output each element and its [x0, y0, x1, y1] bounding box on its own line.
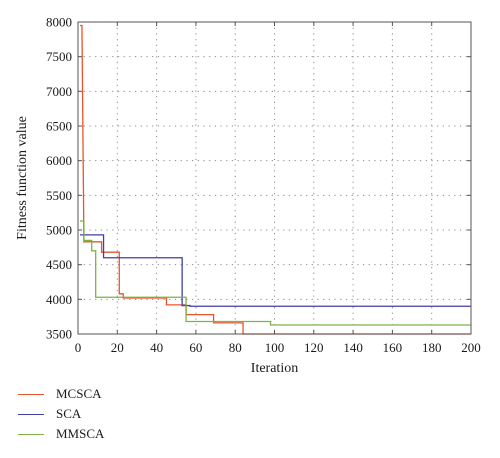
- x-tick-label: 180: [422, 340, 442, 355]
- y-axis-label: Fitness function value: [15, 116, 30, 240]
- x-axis-label: Iteration: [251, 361, 298, 376]
- legend-item-mmsca: MMSCA: [18, 424, 104, 444]
- legend-label-mcsca: MCSCA: [56, 386, 102, 401]
- x-tick-label: 200: [461, 340, 481, 355]
- series-line-mmsca: [79, 220, 471, 326]
- y-tick-label: 8000: [46, 15, 72, 30]
- x-tick-label: 80: [229, 340, 242, 355]
- series-line-sca: [79, 234, 471, 307]
- y-tick-label: 4000: [46, 292, 72, 307]
- x-tick-label: 20: [111, 340, 124, 355]
- y-tick-label: 6000: [46, 153, 72, 168]
- legend-label-mmsca: MMSCA: [56, 426, 105, 441]
- x-tick-label: 160: [383, 340, 403, 355]
- y-tick-label: 7000: [46, 84, 72, 99]
- y-tick-label: 7500: [46, 49, 72, 64]
- legend-item-sca: SCA: [18, 404, 104, 424]
- fitness-chart: 0 20 40 60 80 100 120 140 160 180 200 3500 4000 4500 5…: [15, 15, 481, 377]
- y-tick-label: 6500: [46, 119, 72, 134]
- x-tick-label: 140: [343, 340, 363, 355]
- x-tick-label: 0: [75, 340, 82, 355]
- y-tick-label: 4500: [46, 257, 72, 272]
- axis-ticks: 0 20 40 60 80 100 120 140 160 180 200 3500 4000 4500 5…: [46, 15, 481, 356]
- x-tick-label: 40: [150, 340, 163, 355]
- grid: [78, 22, 471, 334]
- legend-swatch-mmsca: [18, 433, 44, 435]
- x-tick-label: 120: [304, 340, 324, 355]
- legend: MCSCA SCA MMSCA: [18, 384, 104, 444]
- x-tick-label: 60: [189, 340, 202, 355]
- legend-label-sca: SCA: [56, 406, 82, 421]
- y-tick-label: 5000: [46, 223, 72, 238]
- legend-swatch-mcsca: [18, 393, 44, 395]
- x-tick-label: 100: [265, 340, 285, 355]
- y-tick-label: 5500: [46, 188, 72, 203]
- y-tick-label: 3500: [46, 327, 72, 342]
- series-line-mcsca: [79, 24, 471, 335]
- legend-swatch-sca: [18, 413, 44, 415]
- legend-item-mcsca: MCSCA: [18, 384, 104, 404]
- series-lines: [79, 24, 471, 335]
